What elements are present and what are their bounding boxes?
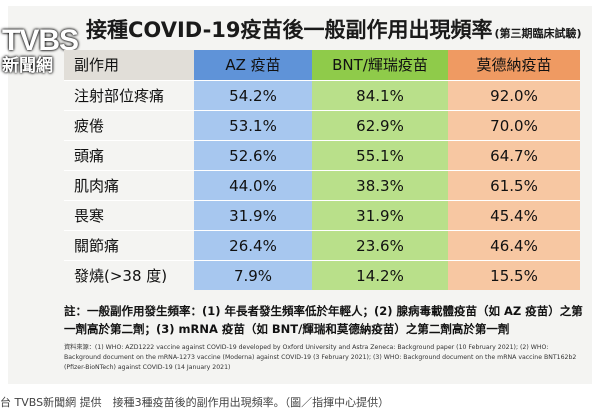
moderna-value: 45.4% [448, 200, 580, 230]
image-caption: 台 TVBS新聞網 提供 接種3種疫苗後的副作用出現頻率。（圖／指揮中心提供） [0, 396, 390, 409]
footnote: 註：一般副作用發生頻率：(1) 年長者發生頻率低於年輕人；(2) 腺病毒載體疫苗… [64, 304, 583, 336]
az-value: 44.0% [194, 170, 312, 200]
az-value: 26.4% [194, 230, 312, 260]
header-side-effect: 副作用 [64, 50, 194, 80]
row-label: 畏寒 [64, 200, 194, 230]
title-note: (第三期臨床試驗) [494, 27, 582, 40]
header-bnt: BNT/輝瑞疫苗 [312, 50, 448, 80]
table-row: 關節痛 26.4% 23.6% 46.4% [64, 230, 580, 260]
table-header-row: 副作用 AZ 疫苗 BNT/輝瑞疫苗 莫德納疫苗 [64, 50, 580, 80]
row-label: 關節痛 [64, 230, 194, 260]
moderna-value: 46.4% [448, 230, 580, 260]
logo-subtitle: 新聞網 [2, 56, 53, 75]
table-row: 注射部位疼痛 54.2% 84.1% 92.0% [64, 80, 580, 110]
source-citation: 資料來源：(1) WHO: AZD1222 vaccine against CO… [64, 344, 577, 371]
moderna-value: 70.0% [448, 110, 580, 140]
bnt-value: 38.3% [312, 170, 448, 200]
bnt-value: 23.6% [312, 230, 448, 260]
az-value: 52.6% [194, 140, 312, 170]
side-effect-table: 副作用 AZ 疫苗 BNT/輝瑞疫苗 莫德納疫苗 注射部位疼痛 54.2% 84… [64, 50, 580, 290]
bnt-value: 14.2% [312, 260, 448, 290]
bnt-value: 31.9% [312, 200, 448, 230]
bnt-value: 62.9% [312, 110, 448, 140]
title-text: 接種COVID-19疫苗後一般副作用出現頻率 [86, 18, 493, 42]
header-moderna: 莫德納疫苗 [448, 50, 580, 80]
row-label: 發燒(>38 度) [64, 260, 194, 290]
moderna-value: 64.7% [448, 140, 580, 170]
row-label: 注射部位疼痛 [64, 80, 194, 110]
row-label: 疲倦 [64, 110, 194, 140]
az-value: 53.1% [194, 110, 312, 140]
moderna-value: 92.0% [448, 80, 580, 110]
table-row: 肌肉痛 44.0% 38.3% 61.5% [64, 170, 580, 200]
az-value: 7.9% [194, 260, 312, 290]
header-az: AZ 疫苗 [194, 50, 312, 80]
moderna-value: 15.5% [448, 260, 580, 290]
az-value: 54.2% [194, 80, 312, 110]
bnt-value: 84.1% [312, 80, 448, 110]
table-row: 發燒(>38 度) 7.9% 14.2% 15.5% [64, 260, 580, 290]
bnt-value: 55.1% [312, 140, 448, 170]
table-row: 頭痛 52.6% 55.1% 64.7% [64, 140, 580, 170]
row-label: 肌肉痛 [64, 170, 194, 200]
table-row: 畏寒 31.9% 31.9% 45.4% [64, 200, 580, 230]
row-label: 頭痛 [64, 140, 194, 170]
infographic-title: 接種COVID-19疫苗後一般副作用出現頻率 (第三期臨床試驗) [86, 14, 582, 44]
az-value: 31.9% [194, 200, 312, 230]
table-row: 疲倦 53.1% 62.9% 70.0% [64, 110, 580, 140]
moderna-value: 61.5% [448, 170, 580, 200]
